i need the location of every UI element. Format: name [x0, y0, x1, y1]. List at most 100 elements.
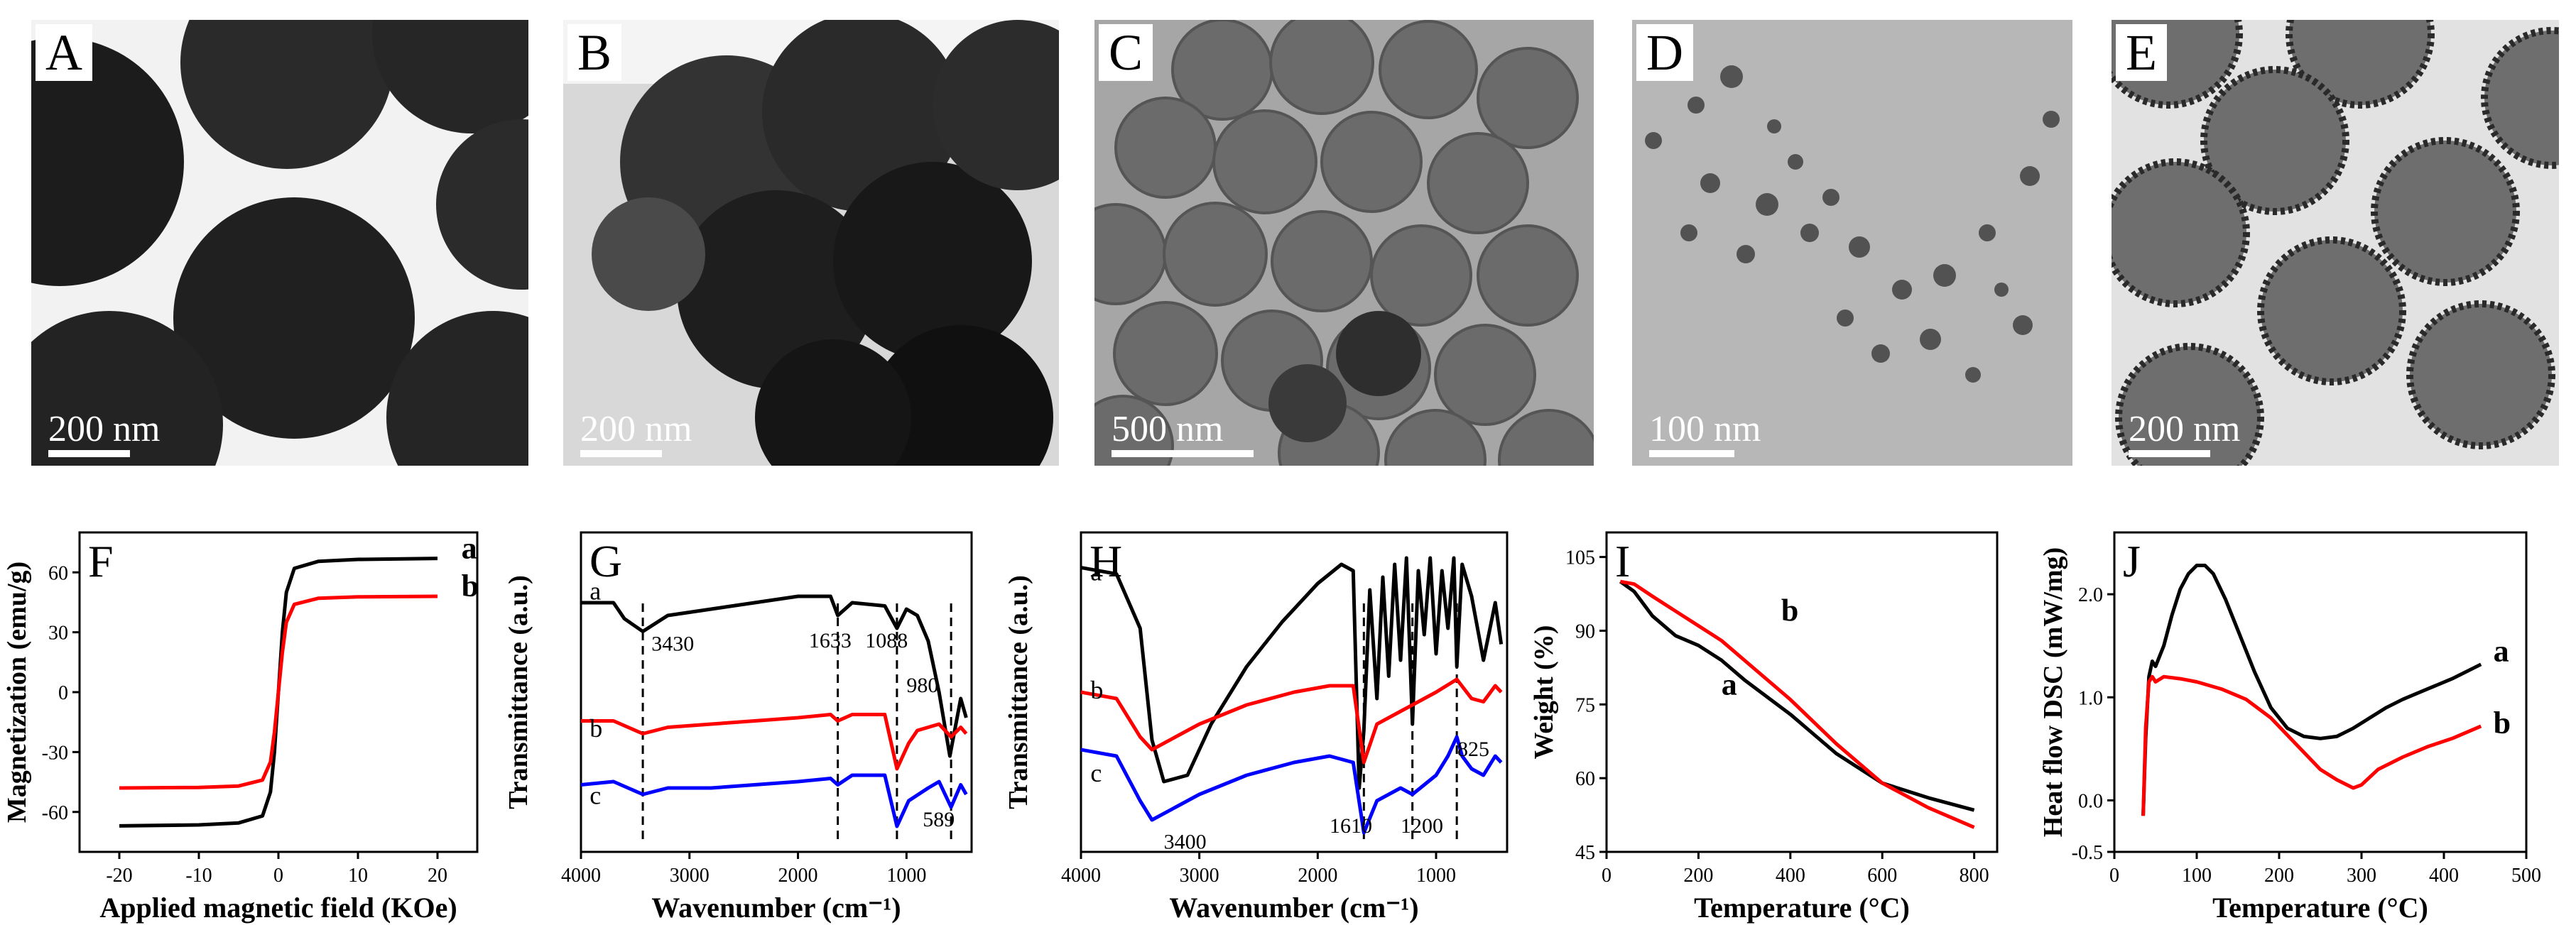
series-label-a: a	[462, 531, 477, 566]
chart-i-svg: I 0 200 400 600 800 45 60 75 90 105 Temperature (°C…	[1529, 531, 1999, 924]
y-axis-label: Transmittance (a.u.)	[1004, 575, 1033, 809]
y-tick-label: 60	[1575, 768, 1595, 790]
series-line-b	[1619, 579, 1975, 829]
scale-bar-e	[2129, 450, 2210, 457]
y-tick-label: 75	[1575, 694, 1595, 716]
x-tick-label: 20	[428, 865, 447, 887]
series-label-b: b	[2494, 706, 2511, 740]
scale-label-c: 500 nm	[1112, 409, 1224, 449]
plot-frame	[1605, 531, 1999, 853]
chart-g-svg: G 4000 3000 2000 1000 Wavenumber (cm⁻¹) Transm…	[504, 531, 973, 924]
x-tick-label: 800	[1960, 865, 1989, 887]
x-axis-label: Wavenumber (cm⁻¹)	[651, 892, 901, 924]
chart-j-svg: J 0 100 200 300 400 500 -0.5 0.0 1.0 2.0 Temperatur…	[2038, 531, 2541, 924]
chart-f-svg: F -20 -10 0 10 20 -60 -30 0 30 60 Applied magnetic …	[2, 531, 479, 924]
series-label-b: b	[589, 714, 602, 743]
y-axis-label: Weight (%)	[1529, 625, 1559, 760]
tem-image-c	[1094, 20, 1594, 466]
series-line-b	[119, 594, 438, 790]
tem-image-a	[31, 20, 528, 466]
panel-label-c: C	[1099, 24, 1153, 81]
scale-bar-a	[48, 450, 130, 457]
x-tick-label: 400	[2429, 865, 2459, 887]
panel-label: J	[2123, 536, 2141, 586]
x-tick-label: -20	[106, 865, 132, 887]
y-tick-label: -60	[42, 802, 68, 824]
series-label-a: a	[1722, 667, 1737, 701]
series-line-b	[581, 713, 968, 771]
y-tick-label: 0.0	[2078, 790, 2103, 812]
x-tick-label: 100	[2182, 865, 2212, 887]
chart-f: F -20 -10 0 10 20 -60 -30 0 30 60 Applied magnetic …	[0, 518, 540, 925]
x-tick-label: 0	[273, 865, 283, 887]
series-line-a	[581, 594, 968, 758]
y-tick-label: 90	[1575, 620, 1595, 642]
x-tick-label: 300	[2347, 865, 2376, 887]
tem-image-e	[2112, 20, 2559, 466]
y-tick-label: 2.0	[2078, 584, 2103, 606]
panel-label-d: D	[1636, 24, 1693, 81]
peak-annotation: 1088	[865, 629, 908, 652]
series-label-a: a	[1090, 558, 1102, 586]
scale-label-d: 100 nm	[1649, 409, 1761, 449]
x-tick-label: 200	[2264, 865, 2294, 887]
panel-label-e: E	[2116, 24, 2167, 81]
x-tick-label: 400	[1776, 865, 1805, 887]
scale-bar-c	[1112, 450, 1254, 457]
tem-image-d	[1632, 20, 2072, 466]
series-label-b: b	[1781, 593, 1798, 628]
panel-label: F	[88, 536, 114, 586]
x-tick-label: 2000	[778, 865, 818, 887]
chart-i: I 0 200 400 600 800 45 60 75 90 105 Temperature (°C…	[1527, 518, 2067, 925]
y-axis-label: Heat flow DSC (mW/mg)	[2038, 547, 2068, 837]
series-line-b	[1080, 677, 1503, 765]
panel-label: G	[589, 536, 622, 586]
scale-label-b: 200 nm	[580, 409, 692, 449]
peak-annotation: 3400	[1164, 831, 1207, 854]
scale-bar-b	[580, 450, 662, 457]
y-tick-label: 0	[58, 682, 68, 704]
plot-frame	[2113, 531, 2528, 853]
series-label-a: a	[2494, 633, 2509, 668]
chart-j: J 0 100 200 300 400 500 -0.5 0.0 1.0 2.0 Temperatur…	[2036, 518, 2576, 925]
x-tick-label: 3000	[670, 865, 710, 887]
series-label-b: b	[1090, 676, 1103, 704]
series-label-a: a	[589, 577, 601, 606]
y-tick-label: -30	[42, 742, 68, 764]
scale-label-a: 200 nm	[48, 409, 161, 449]
series-line-c	[580, 773, 968, 828]
peak-annotation: 1633	[809, 629, 852, 652]
x-tick-label: 3000	[1180, 865, 1219, 887]
y-tick-label: 45	[1575, 842, 1595, 864]
x-tick-label: 200	[1683, 865, 1713, 887]
series-line-a	[1080, 556, 1504, 790]
tem-panel-c: C 500 nm	[1094, 20, 1594, 466]
peak-annotation: 1200	[1401, 814, 1443, 838]
y-axis-label: Transmittance (a.u.)	[504, 575, 533, 809]
x-axis-label: Applied magnetic field (KOe)	[99, 892, 457, 924]
y-tick-label: -0.5	[2072, 842, 2103, 864]
chart-g: G 4000 3000 2000 1000 Wavenumber (cm⁻¹) Transm…	[501, 518, 1041, 925]
x-tick-label: 0	[2109, 865, 2119, 887]
tem-image-b	[563, 20, 1059, 466]
series-label-b: b	[462, 569, 479, 603]
x-tick-label: 0	[1602, 865, 1612, 887]
x-tick-label: 4000	[1061, 865, 1101, 887]
scale-bar-d	[1649, 450, 1734, 457]
tem-panel-d: D 100 nm	[1632, 20, 2072, 466]
y-tick-label: 30	[48, 623, 68, 645]
series-line-b	[2141, 674, 2482, 816]
series-label-c: c	[1090, 759, 1102, 787]
y-tick-label: 105	[1565, 547, 1595, 569]
series-line-c	[1080, 735, 1503, 835]
y-axis-label: Magnetization (emu/g)	[2, 562, 32, 823]
x-tick-label: -10	[185, 865, 212, 887]
x-tick-label: 10	[348, 865, 368, 887]
y-tick-label: 60	[48, 562, 68, 584]
series-line-a	[2141, 564, 2482, 816]
y-tick-label: 1.0	[2078, 687, 2103, 709]
tem-panel-a: A 200 nm	[31, 20, 528, 466]
x-tick-label: 1000	[886, 865, 926, 887]
x-tick-label: 500	[2511, 865, 2541, 887]
